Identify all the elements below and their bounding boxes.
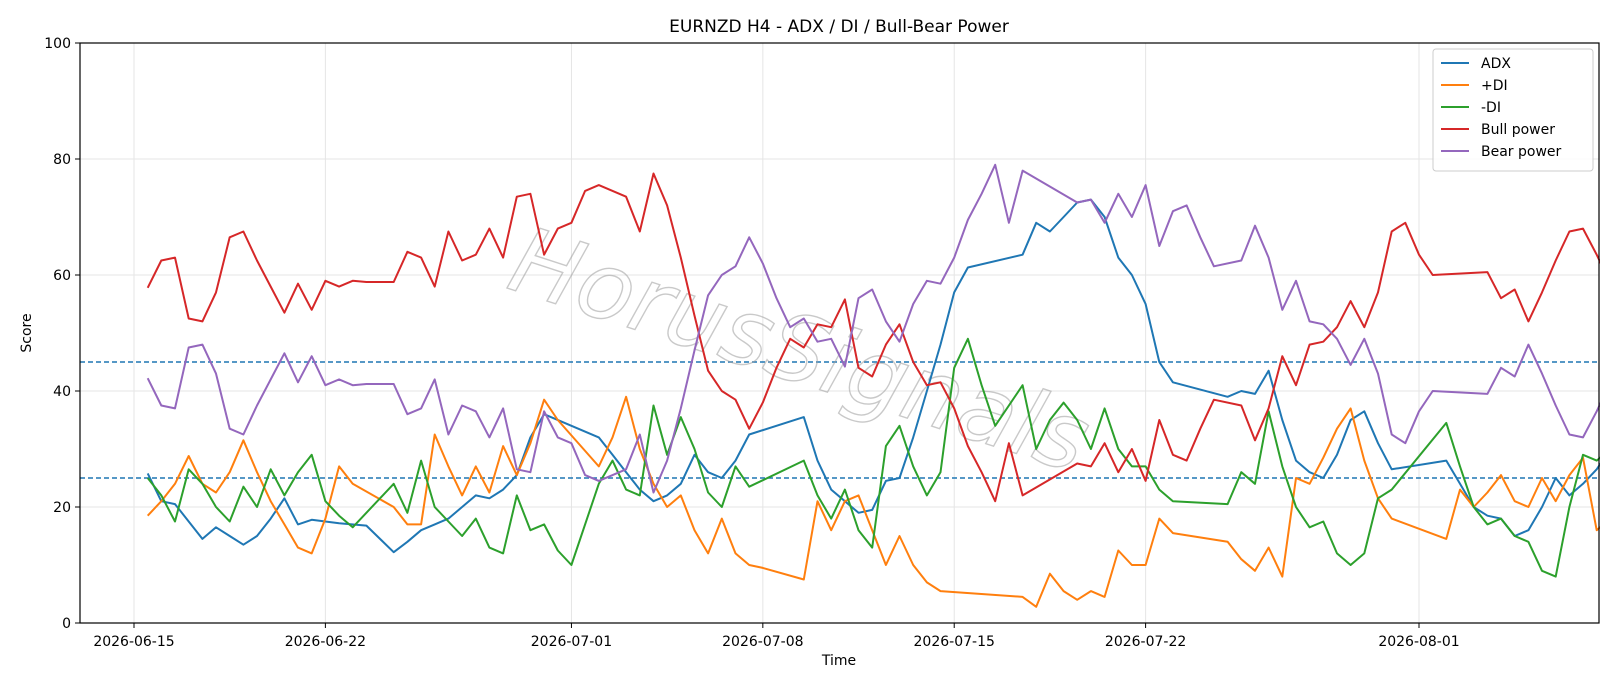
x-tick-label: 2026-08-01 [1378, 634, 1459, 650]
x-tick-label: 2026-07-08 [722, 634, 803, 650]
y-tick-label: 80 [53, 152, 71, 168]
y-tick-label: 40 [53, 384, 71, 400]
y-tick-label: 60 [53, 268, 71, 284]
legend-label--di: -DI [1481, 100, 1501, 116]
legend-label-bull-power: Bull power [1481, 122, 1555, 138]
x-tick-label: 2026-06-15 [93, 634, 174, 650]
series-line--di [146, 395, 1600, 608]
x-axis-label: Time [821, 653, 856, 669]
legend-label-adx: ADX [1481, 56, 1511, 72]
series-line-adx [146, 198, 1600, 554]
legend-label--di: +DI [1481, 78, 1508, 94]
reference-lines [80, 361, 1599, 479]
legend: ADX +DI -DI Bull power Bear power [1432, 48, 1594, 172]
chart-title: EURNZD H4 - ADX / DI / Bull-Bear Power [669, 17, 1009, 37]
y-axis-label: Score [19, 313, 35, 352]
legend-box [1432, 48, 1594, 172]
y-tick-label: 20 [53, 500, 71, 516]
legend-label-bear-power: Bear power [1481, 144, 1562, 160]
series-line-bear-power [146, 163, 1600, 494]
plot-frame [79, 42, 1600, 624]
series-line-bull-power [146, 172, 1600, 503]
y-axis-ticks: 0 20 40 60 80 100 [44, 36, 80, 632]
y-tick-label: 0 [62, 616, 71, 632]
x-tick-label: 2026-07-01 [531, 634, 612, 650]
x-tick-label: 2026-07-22 [1105, 634, 1186, 650]
x-tick-label: 2026-07-15 [914, 634, 995, 650]
x-tick-label: 2026-06-22 [285, 634, 366, 650]
series-line--di [146, 337, 1600, 578]
x-axis-ticks: 2026-06-15 2026-06-22 2026-07-01 2026-07-08… [93, 623, 1460, 650]
y-tick-label: 100 [44, 36, 71, 52]
series-lines [146, 163, 1600, 608]
